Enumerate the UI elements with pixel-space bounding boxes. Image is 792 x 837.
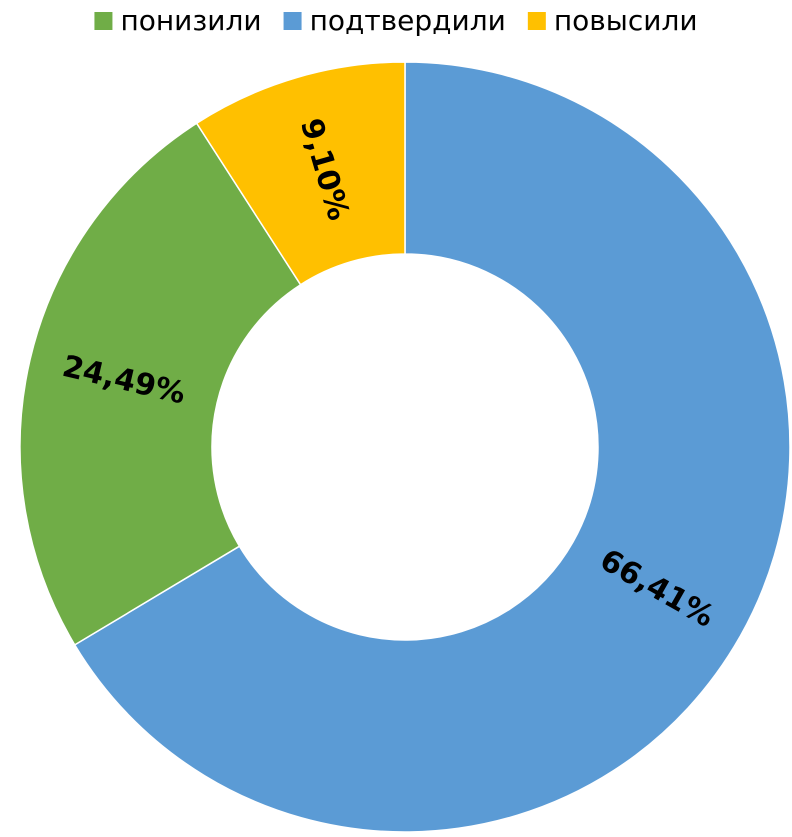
legend-swatch (94, 12, 113, 30)
donut-slice (73, 61, 791, 833)
legend-swatch (283, 12, 302, 30)
legend-label: повысили (554, 4, 698, 37)
legend-label: подтвердили (310, 4, 506, 37)
donut-slice (195, 61, 406, 286)
donut-slice (19, 122, 302, 646)
legend-label: понизили (120, 4, 261, 37)
legend-swatch (527, 12, 546, 30)
